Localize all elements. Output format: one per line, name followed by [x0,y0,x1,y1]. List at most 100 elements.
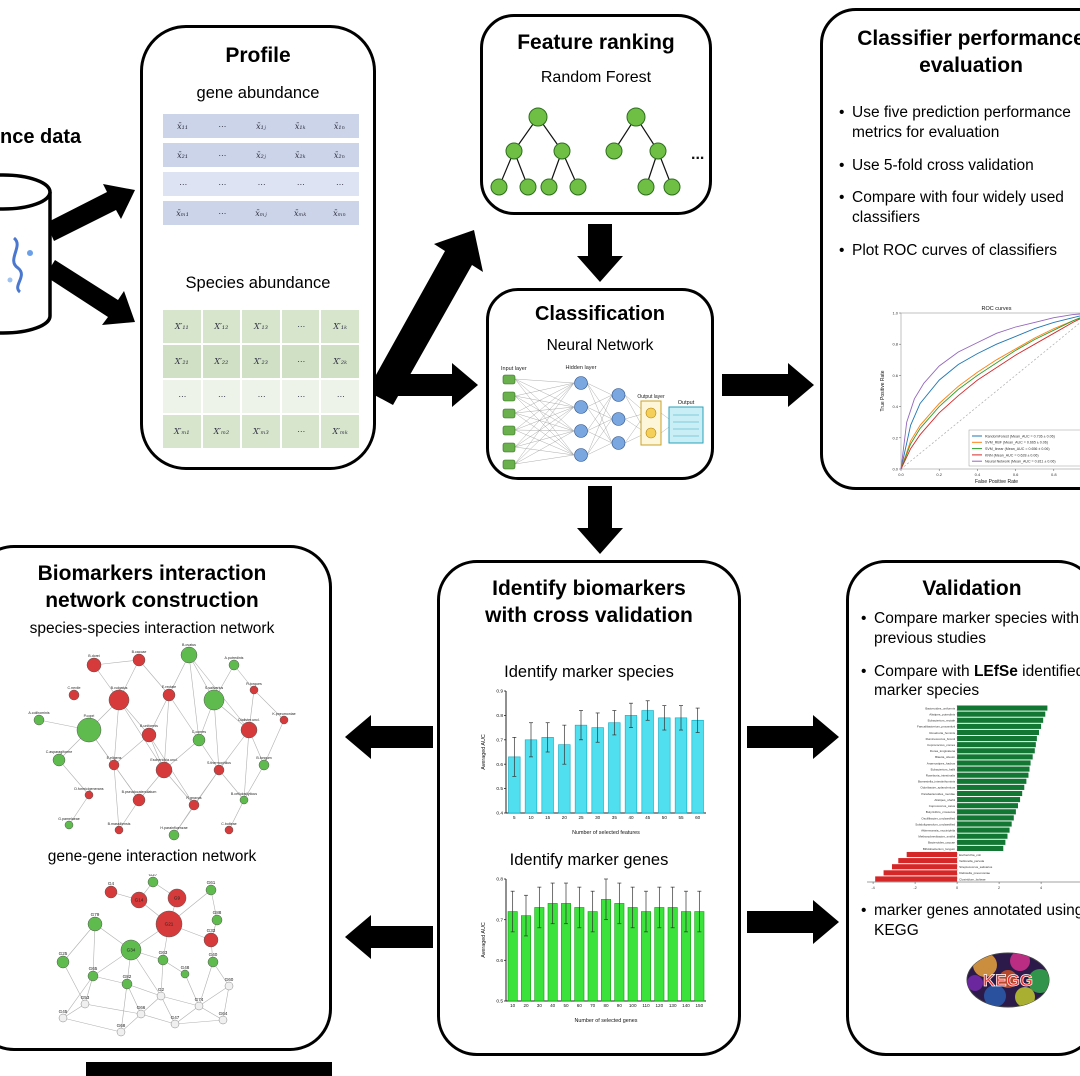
table-cell: x̄₁ⱼ [256,121,266,131]
x-tick-label: 60 [695,815,701,820]
marker-genes-chart: 0.5 0.6 0.7 0.8 10 20 30 40 50 60 70 80 90 100 110 120 1… [478,873,710,1025]
gene-abundance-label: gene abundance [196,84,320,102]
arrow-data-to-profile-top [46,184,135,241]
sequence-glyph [12,236,23,294]
validation-bullet-list2: marker genes annotated using KEGG [861,901,1080,954]
svg-text:0.7: 0.7 [496,917,503,923]
nn-input-node [502,442,516,453]
validation-bullet-list: Compare marker species with previous stu… [861,609,1080,714]
roc-legend [968,429,1080,467]
table-cell: X′₂₂ [202,345,241,378]
network-node [249,685,259,695]
network-svg: B.dorei B.caccae B.ovatus A.putredinis C.nex… [28,643,296,841]
x-axis-label: Number of selected genes [575,1018,638,1024]
network-node-label: D.formicigenerans [74,787,103,791]
lefse-bar [906,851,958,858]
validation-bullet-text: identified marker species [874,662,1080,700]
network-node [64,820,74,830]
svg-text:0.0: 0.0 [898,472,904,477]
network-node-label: G47 [171,1015,180,1020]
network-node-label: G53 [81,995,90,1000]
network-node [194,1001,204,1011]
table-row: x̄₁₁ ⋯ x̄₁ⱼ x̄₁ₖ x̄₁ₙ [163,114,359,138]
network-node [203,689,225,711]
nn-output-box [668,406,704,444]
evaluation-bullet: Plot ROC curves of classifiers [839,241,1080,261]
network-node-label: B.dorei [88,654,100,658]
network-node-label: G61 [207,880,216,885]
network-node [58,1013,68,1023]
validation-title: Validation [922,577,1022,600]
network-edge [113,764,120,831]
network-edge [163,694,170,771]
table-row: X′₂₁ X′₂₂ X′₂₃ ⋯ X′₂ₖ [163,345,359,378]
lefse-bar-label: Bifidobacterium_longum [923,847,956,851]
table-cell: X′₂₃ [242,345,280,378]
table-cell: ⋯ [217,179,226,189]
nn-input-node [502,391,516,402]
lefse-bar [957,797,1021,803]
nn-input-node [502,408,516,419]
lefse-bar-label: Eubacterium_hallii [931,767,956,771]
lefse-bar [957,742,1036,748]
lefse-tick-label: 4 [1040,886,1042,890]
network-node [116,1027,126,1037]
network-node [207,956,219,968]
network-node [108,689,130,711]
table-cell: ⋯ [281,380,320,413]
table-cell: ⋯ [335,179,344,189]
network-node-label: A.putredinis [225,656,244,660]
lefse-bar-label: Bacteroides_uniformis [925,706,955,710]
network-edge [188,654,200,741]
table-cell: x̄₁ₖ [294,121,306,131]
roc-curve [900,317,1080,470]
lefse-bar [957,766,1030,772]
network-node-label: G79 [91,912,100,917]
network-node-label: G2 [158,987,165,992]
network-edge [62,923,96,963]
x-tick-label: 25 [578,815,584,820]
nn-hidden-label: Hidden layer [566,365,597,371]
network-edge [126,983,142,1015]
classification-title: Classification [534,303,666,325]
x-tick-label: 40 [550,1003,556,1008]
lefse-bar [898,858,958,864]
network-node [136,1009,146,1019]
kegg-logo: KEGG [966,952,1050,1008]
validation-bullet: Compare marker species with previous stu… [861,609,1080,649]
table-cell: ⋯ [202,380,241,413]
network-edge [160,959,164,997]
x-tick-label: 35 [612,815,618,820]
table-cell: X′₁₁ [163,310,201,343]
network-node [180,646,198,664]
network-node [120,939,142,961]
network-edge [160,995,176,1025]
nn-input-label: Input layer [501,366,527,372]
network-edge [118,699,165,771]
x-tick-label: 140 [682,1003,690,1008]
network-node [211,914,223,926]
network-edge [62,961,86,1005]
table-cell: x̄₂ₖ [294,150,306,160]
network-node [76,717,102,743]
network-node [155,761,173,779]
x-tick-label: 40 [628,815,634,820]
roc-legend-entry: RandomForest (Mean_AUC = 0.736 ± 0.06) [985,434,1055,438]
svg-text:0.6: 0.6 [496,958,503,964]
svg-text:0.4: 0.4 [975,472,981,477]
lefse-bar [957,833,1008,839]
lefse-bar [883,870,958,876]
svg-text:0.6: 0.6 [1013,472,1019,477]
nn-output-layer-label: Output layer [637,394,665,400]
table-cell: x̄ₘₖ [294,208,307,218]
x-tick-label: 30 [537,1003,543,1008]
nn-input-node [502,459,516,470]
svg-text:0.8: 0.8 [496,877,503,883]
table-cell: ⋯ [217,121,226,131]
network-node [156,991,166,1001]
svg-text:0.7: 0.7 [496,737,503,743]
roc-legend-entry: SVM_linear (Mean_AUC = 0.656 ± 0.06) [985,447,1050,451]
table-cell: ⋯ [178,179,187,189]
